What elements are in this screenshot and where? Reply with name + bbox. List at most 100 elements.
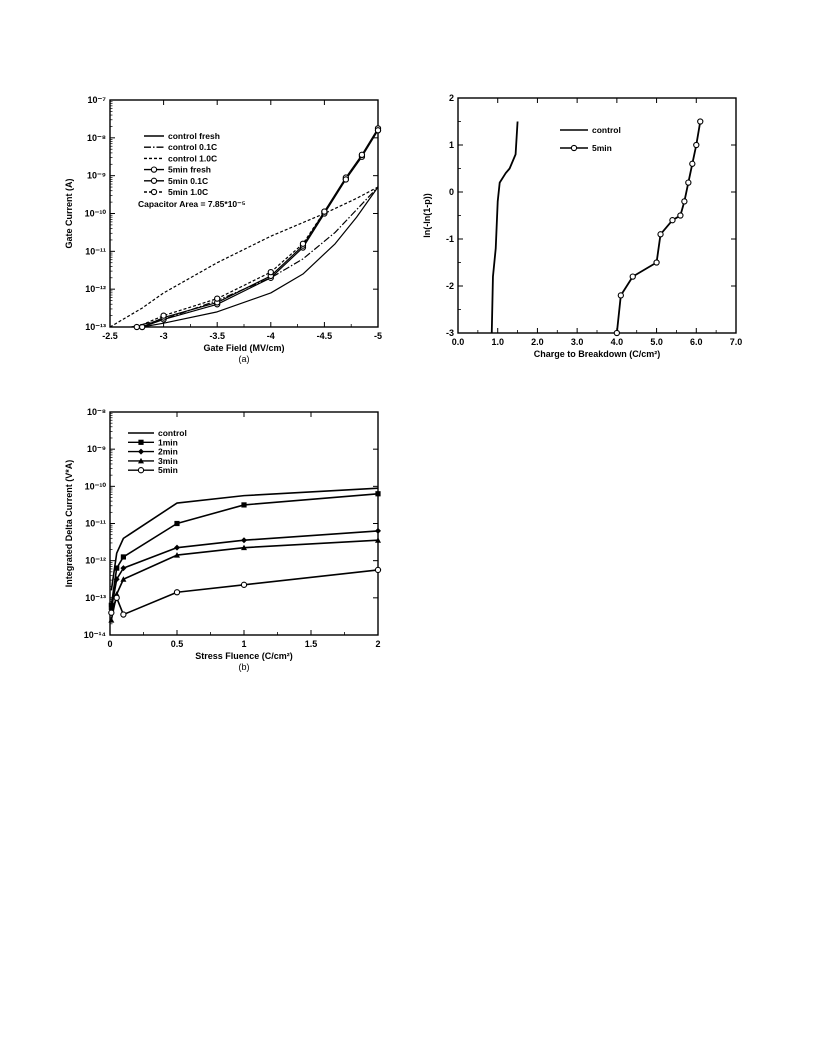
data-point	[241, 537, 247, 544]
series-line	[110, 539, 379, 621]
y-tick-label: 2	[449, 93, 454, 103]
legend-label: 5min fresh	[168, 165, 211, 175]
legend-label: control 0.1C	[168, 142, 217, 152]
y-tick-label: 10⁻¹⁰	[85, 481, 107, 491]
y-tick-label: 0	[449, 187, 454, 197]
series-line	[142, 186, 379, 328]
y-tick-label: 10⁻¹²	[85, 556, 106, 566]
y-tick-label: 10⁻⁹	[87, 171, 106, 181]
x-tick-label: -3.5	[209, 331, 225, 341]
series-line	[131, 186, 379, 328]
y-axis-label: Integrated Delta Current (V*A)	[64, 460, 74, 588]
series-control	[490, 121, 519, 334]
legend-marker	[150, 188, 158, 196]
data-point	[374, 127, 382, 134]
legend-label: control fresh	[168, 131, 220, 141]
x-tick-label: -4.5	[317, 331, 333, 341]
series-line	[110, 569, 379, 616]
data-point	[241, 544, 247, 551]
series-5min	[613, 118, 704, 337]
legend-label: 5min 1.0C	[168, 187, 208, 197]
x-tick-label: 7.0	[730, 337, 743, 347]
x-axis-label: Stress Fluence (C/cm²)	[195, 651, 293, 661]
data-point	[108, 609, 115, 616]
legend-label: 5min	[592, 143, 612, 153]
series-5min-1.0C	[133, 127, 382, 331]
data-point	[133, 323, 140, 331]
data-point	[669, 217, 676, 224]
legend-label: control	[158, 428, 187, 438]
data-point	[375, 527, 381, 534]
data-point	[342, 176, 349, 183]
legend-label: 2min	[158, 447, 178, 457]
legend-marker	[570, 144, 578, 152]
data-point	[321, 208, 328, 215]
data-point	[358, 151, 366, 159]
x-tick-label: 0.0	[452, 337, 465, 347]
chart-panel-a: -2.5 -3 -3.5 -4 -4.5 -5 10⁻¹³ 10⁻¹² 10⁻¹¹ 10⁻¹⁰ 10…	[60, 88, 390, 378]
legend-label: 1min	[158, 437, 178, 447]
y-tick-label: 10⁻⁷	[88, 95, 107, 105]
data-point	[120, 565, 127, 572]
x-tick-label: 6.0	[690, 337, 703, 347]
y-tick-label: 10⁻⁹	[87, 444, 106, 454]
data-point	[689, 160, 696, 167]
y-tick-label: 10⁻¹³	[85, 593, 106, 603]
y-tick-label: 10⁻⁸	[87, 407, 106, 417]
y-tick-label: 10⁻¹³	[85, 322, 106, 332]
series-line	[110, 487, 379, 591]
series-3min	[108, 537, 381, 623]
x-tick-label: 3.0	[571, 337, 584, 347]
legend-label: 5min 0.1C	[168, 176, 208, 186]
series-line	[136, 129, 379, 328]
data-point	[174, 520, 180, 527]
figure-caption: (a)	[239, 354, 250, 364]
series-control-0.1C	[131, 186, 379, 328]
chart-a-svg: -2.5 -3 -3.5 -4 -4.5 -5 10⁻¹³ 10⁻¹² 10⁻¹¹ 10⁻¹⁰ 10…	[64, 95, 382, 364]
data-point	[657, 231, 664, 238]
series-control-fresh	[142, 186, 379, 328]
data-point	[681, 198, 688, 205]
chart-panel-breakdown: 0.0 1.0 2.0 3.0 4.0 5.0 6.0 7.0 -3 -2 -1 0 1 2 Charge …	[420, 88, 750, 368]
data-point	[114, 565, 120, 571]
y-tick-label: 10⁻¹⁴	[84, 630, 106, 640]
x-tick-label: 1.5	[305, 639, 318, 649]
y-tick-label: -2	[446, 281, 454, 291]
y-tick-label: 10⁻¹¹	[85, 519, 106, 529]
chart-breakdown-svg: 0.0 1.0 2.0 3.0 4.0 5.0 6.0 7.0 -3 -2 -1 0 1 2 Charge …	[422, 93, 743, 359]
data-point	[113, 594, 120, 601]
x-tick-label: 2.0	[531, 337, 544, 347]
plot-frame	[109, 99, 379, 328]
legend-marker	[150, 166, 158, 173]
x-tick-label: -4	[267, 331, 275, 341]
x-axis-label: Gate Field (MV/cm)	[203, 343, 284, 353]
data-point	[685, 179, 692, 186]
y-tick-label: 10⁻¹¹	[85, 246, 106, 256]
legend-marker	[138, 457, 144, 464]
series-control-1.0C	[109, 186, 379, 328]
x-tick-label: -2.5	[102, 331, 118, 341]
legend-label: control	[592, 125, 621, 135]
plot-frame	[109, 411, 379, 636]
y-tick-label: -1	[446, 234, 454, 244]
y-axis-label: ln(-ln(1-p))	[422, 193, 432, 237]
legend: control 5min	[560, 125, 621, 153]
capacitor-area-annotation: Capacitor Area = 7.85*10⁻⁵	[138, 199, 246, 209]
y-tick-label: 1	[449, 140, 454, 150]
data-point	[374, 566, 382, 574]
y-tick-label: 10⁻¹⁰	[85, 209, 107, 219]
x-tick-label: 0	[107, 639, 112, 649]
data-point	[240, 581, 248, 588]
y-tick-label: 10⁻⁸	[87, 133, 106, 143]
data-point	[241, 502, 247, 508]
legend-marker	[137, 467, 145, 474]
data-point	[120, 611, 127, 618]
series-5min	[108, 566, 382, 618]
y-tick-label: -3	[446, 328, 454, 338]
legend-label: 3min	[158, 456, 178, 466]
data-point	[653, 259, 660, 266]
data-point	[174, 552, 180, 558]
x-tick-label: 1.0	[491, 337, 504, 347]
